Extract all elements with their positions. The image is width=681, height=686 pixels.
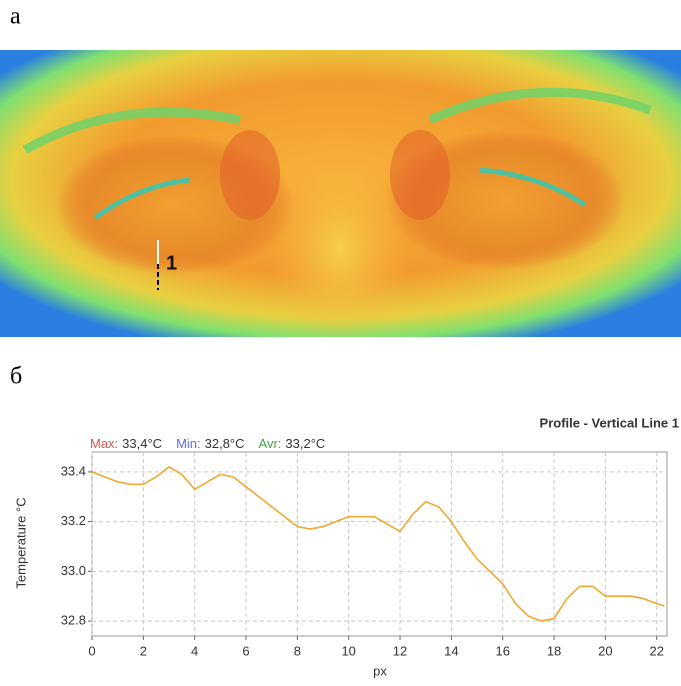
marker-label: 1 (166, 252, 177, 274)
x-tick-label: 16 (495, 643, 509, 658)
image-region (390, 130, 450, 220)
x-tick-label: 2 (140, 643, 147, 658)
chart-title: Profile - Vertical Line 1 (540, 415, 679, 430)
x-tick-label: 6 (242, 643, 249, 658)
thermal-image: 1 (0, 50, 681, 340)
x-tick-label: 8 (294, 643, 301, 658)
stat-label: Min: (176, 436, 201, 451)
image-region (220, 130, 280, 220)
stat-value: 33,2°C (285, 436, 325, 451)
data-line (91, 466, 665, 622)
eyelid (479, 167, 587, 208)
panel-label: б (10, 364, 22, 390)
y-axis-label: Temperature °C (13, 497, 28, 588)
x-axis-label: px (373, 663, 387, 678)
y-tick-label: 33.0 (61, 563, 86, 578)
x-tick-label: 10 (341, 643, 355, 658)
stat-label: Avr: (259, 436, 282, 451)
plot-area (91, 451, 668, 637)
stat-value: 33,4°C (122, 436, 162, 451)
y-tick-label: 32.8 (61, 613, 86, 628)
eyebrow (428, 87, 652, 125)
stats: Max: 33,4°C Min: 32,8°C Avr: 33,2°C (90, 436, 325, 451)
x-tick-label: 0 (88, 643, 95, 658)
eyelid (93, 177, 191, 221)
x-tick-label: 4 (191, 643, 198, 658)
y-tick-label: 33.4 (61, 463, 86, 478)
eyebrow (22, 107, 241, 154)
x-tick-label: 22 (649, 643, 663, 658)
x-tick-label: 12 (393, 643, 407, 658)
y-tick-label: 33.2 (61, 513, 86, 528)
image-region (270, 160, 410, 340)
x-tick-label: 20 (598, 643, 612, 658)
stat-label: Max: (90, 436, 118, 451)
stat-value: 32,8°C (205, 436, 245, 451)
x-tick-label: 14 (444, 643, 458, 658)
x-tick-label: 18 (547, 643, 561, 658)
panel-label: а (10, 4, 21, 30)
